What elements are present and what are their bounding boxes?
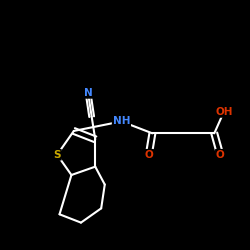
- Text: S: S: [54, 150, 61, 160]
- Text: NH: NH: [113, 116, 130, 126]
- Text: O: O: [216, 150, 224, 160]
- Text: OH: OH: [215, 107, 232, 117]
- Text: N: N: [84, 88, 92, 98]
- Text: O: O: [144, 150, 153, 160]
